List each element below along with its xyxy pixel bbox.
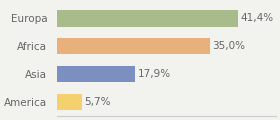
- Bar: [57, 10, 238, 27]
- Text: 35,0%: 35,0%: [212, 41, 245, 51]
- Bar: [57, 93, 82, 110]
- Bar: [57, 66, 135, 82]
- Bar: [57, 38, 210, 54]
- Text: 5,7%: 5,7%: [84, 97, 111, 107]
- Text: 41,4%: 41,4%: [241, 13, 274, 23]
- Text: 17,9%: 17,9%: [137, 69, 171, 79]
